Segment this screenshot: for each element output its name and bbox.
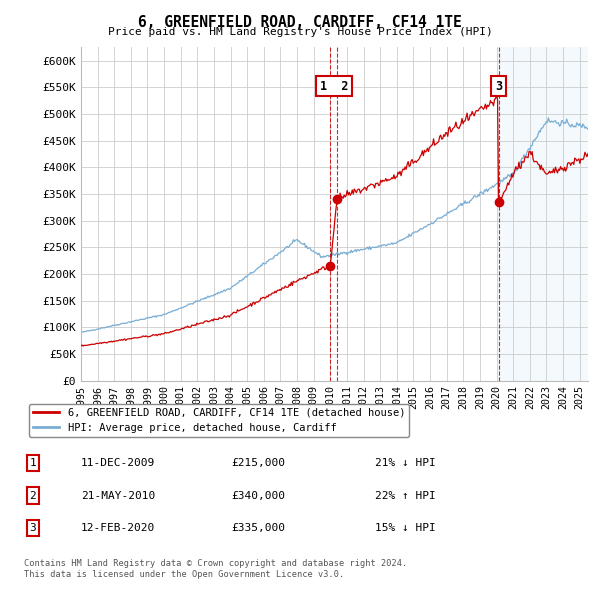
Text: Price paid vs. HM Land Registry's House Price Index (HPI): Price paid vs. HM Land Registry's House … — [107, 27, 493, 37]
Text: 22% ↑ HPI: 22% ↑ HPI — [375, 491, 436, 500]
Text: 11-DEC-2009: 11-DEC-2009 — [81, 458, 155, 468]
Bar — [497, 47, 588, 381]
Text: 2: 2 — [29, 491, 37, 500]
Text: 2: 2 — [333, 80, 340, 93]
Legend: 6, GREENFIELD ROAD, CARDIFF, CF14 1TE (detached house), HPI: Average price, deta: 6, GREENFIELD ROAD, CARDIFF, CF14 1TE (d… — [29, 404, 409, 437]
Text: 15% ↓ HPI: 15% ↓ HPI — [375, 523, 436, 533]
Text: 1  2: 1 2 — [320, 80, 349, 93]
Text: 12-FEB-2020: 12-FEB-2020 — [81, 523, 155, 533]
Text: 21% ↓ HPI: 21% ↓ HPI — [375, 458, 436, 468]
Text: Contains HM Land Registry data © Crown copyright and database right 2024.: Contains HM Land Registry data © Crown c… — [24, 559, 407, 568]
Text: 21-MAY-2010: 21-MAY-2010 — [81, 491, 155, 500]
Text: £215,000: £215,000 — [231, 458, 285, 468]
Text: 1: 1 — [29, 458, 37, 468]
Text: £335,000: £335,000 — [231, 523, 285, 533]
Text: 3: 3 — [29, 523, 37, 533]
Text: 3: 3 — [495, 80, 502, 93]
Text: £340,000: £340,000 — [231, 491, 285, 500]
Text: 1: 1 — [328, 80, 335, 93]
Text: This data is licensed under the Open Government Licence v3.0.: This data is licensed under the Open Gov… — [24, 571, 344, 579]
Text: 6, GREENFIELD ROAD, CARDIFF, CF14 1TE: 6, GREENFIELD ROAD, CARDIFF, CF14 1TE — [138, 15, 462, 30]
